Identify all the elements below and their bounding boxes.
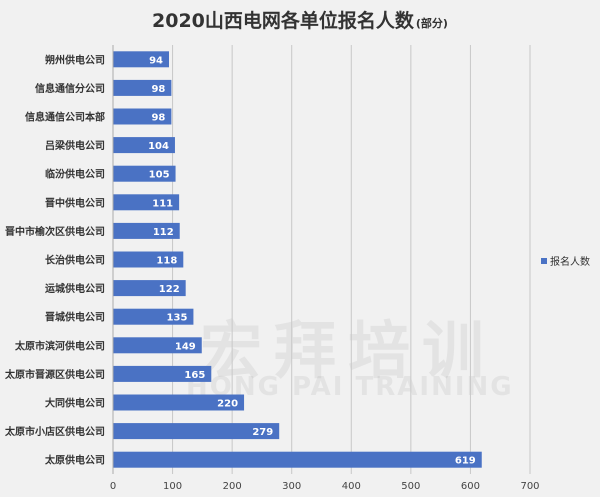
category-label: 吕梁供电公司	[45, 139, 105, 152]
bar	[113, 251, 184, 268]
category-label: 晋中供电公司	[45, 196, 105, 209]
bar	[113, 165, 176, 182]
x-tick-label: 600	[461, 481, 480, 492]
bar	[113, 280, 186, 297]
x-tick-label: 100	[163, 481, 182, 492]
data-label: 118	[156, 256, 177, 267]
data-label: 135	[167, 313, 188, 324]
x-tick-label: 300	[282, 481, 301, 492]
bar	[113, 308, 194, 325]
bar	[113, 108, 172, 125]
category-label: 太原市滨河供电公司	[14, 339, 105, 352]
category-label: 信息通信分公司	[35, 82, 105, 95]
legend-swatch	[541, 257, 547, 264]
x-tick-label: 700	[520, 481, 539, 492]
data-label: 98	[151, 113, 165, 124]
data-label: 165	[184, 370, 205, 381]
category-label: 朔州供电公司	[45, 53, 105, 66]
x-tick-label: 200	[223, 481, 242, 492]
bar	[113, 394, 245, 411]
watermark-text: 宏拜培训	[200, 314, 497, 387]
category-label: 临汾供电公司	[45, 168, 105, 181]
x-tick-label: 500	[401, 481, 420, 492]
legend: 报名人数	[541, 253, 590, 268]
data-label: 122	[159, 284, 180, 295]
bar	[113, 222, 180, 239]
category-label: 大同供电公司	[45, 397, 105, 410]
bar	[113, 337, 202, 354]
data-label: 98	[151, 84, 165, 95]
x-tick-label: 0	[110, 481, 116, 492]
data-label: 111	[152, 198, 173, 209]
data-label: 619	[455, 456, 476, 467]
category-label: 晋中市榆次区供电公司	[5, 225, 105, 238]
x-tick-label: 400	[342, 481, 361, 492]
bar	[113, 79, 172, 96]
chart-title: 2020山西电网各单位报名人数 (部分)	[0, 6, 600, 33]
bar	[113, 194, 180, 211]
data-label: 112	[153, 227, 174, 238]
chart-title-main: 2020山西电网各单位报名人数	[152, 10, 414, 32]
bar	[113, 423, 280, 440]
data-label: 149	[175, 341, 196, 352]
data-label: 104	[148, 141, 169, 152]
category-label: 晋城供电公司	[45, 311, 105, 324]
category-label: 长治供电公司	[45, 254, 105, 267]
category-label: 太原市晋源区供电公司	[4, 368, 105, 381]
bar	[113, 365, 212, 382]
data-label: 220	[217, 399, 238, 410]
bar	[113, 137, 175, 154]
chart-title-sub: (部分)	[415, 17, 448, 30]
data-label: 105	[149, 170, 170, 181]
category-label: 信息通信公司本部	[25, 111, 105, 124]
category-label: 太原供电公司	[44, 454, 105, 467]
bar	[113, 451, 482, 468]
data-label: 94	[149, 55, 163, 66]
category-label: 运城供电公司	[45, 282, 105, 295]
legend-label: 报名人数	[550, 257, 590, 268]
bar	[113, 51, 169, 68]
category-label: 太原市小店区供电公司	[4, 425, 105, 438]
data-label: 279	[252, 427, 273, 438]
